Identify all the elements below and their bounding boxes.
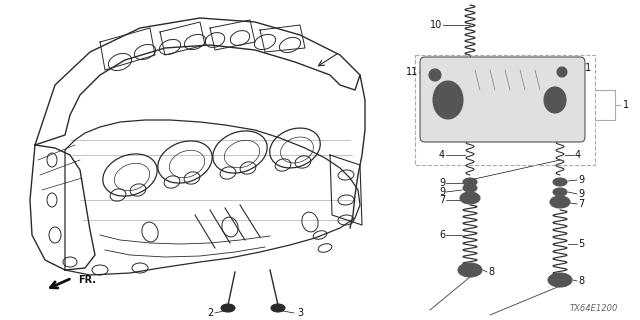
Ellipse shape (221, 304, 235, 312)
Text: 5: 5 (578, 239, 584, 249)
Ellipse shape (463, 184, 477, 192)
Text: 4: 4 (575, 150, 581, 160)
Ellipse shape (460, 192, 480, 204)
Ellipse shape (271, 304, 285, 312)
Ellipse shape (458, 263, 482, 277)
Text: 6: 6 (439, 230, 445, 240)
Ellipse shape (433, 81, 463, 119)
Text: 2: 2 (207, 308, 213, 318)
Text: 9: 9 (439, 187, 445, 197)
Ellipse shape (463, 178, 477, 186)
Ellipse shape (553, 178, 567, 186)
Text: 10: 10 (429, 20, 442, 30)
Ellipse shape (548, 273, 572, 287)
Text: 11: 11 (580, 63, 592, 73)
Text: 7: 7 (578, 199, 584, 209)
Text: 3: 3 (297, 308, 303, 318)
Bar (415, 55, 595, 165)
Text: 9: 9 (578, 175, 584, 185)
Text: 4: 4 (439, 150, 445, 160)
Ellipse shape (550, 196, 570, 208)
Text: 11: 11 (406, 67, 418, 77)
Ellipse shape (440, 90, 456, 110)
Ellipse shape (429, 69, 441, 81)
Text: 9: 9 (578, 189, 584, 199)
Text: 1: 1 (623, 100, 629, 110)
Ellipse shape (553, 188, 567, 196)
Text: TX64E1200: TX64E1200 (570, 304, 618, 313)
Ellipse shape (544, 87, 566, 113)
Ellipse shape (557, 67, 567, 77)
Text: 8: 8 (578, 276, 584, 286)
Text: 9: 9 (439, 178, 445, 188)
FancyBboxPatch shape (420, 57, 585, 142)
Text: 8: 8 (488, 267, 494, 277)
Ellipse shape (550, 93, 561, 107)
Text: FR.: FR. (78, 275, 96, 285)
Text: 7: 7 (439, 195, 445, 205)
